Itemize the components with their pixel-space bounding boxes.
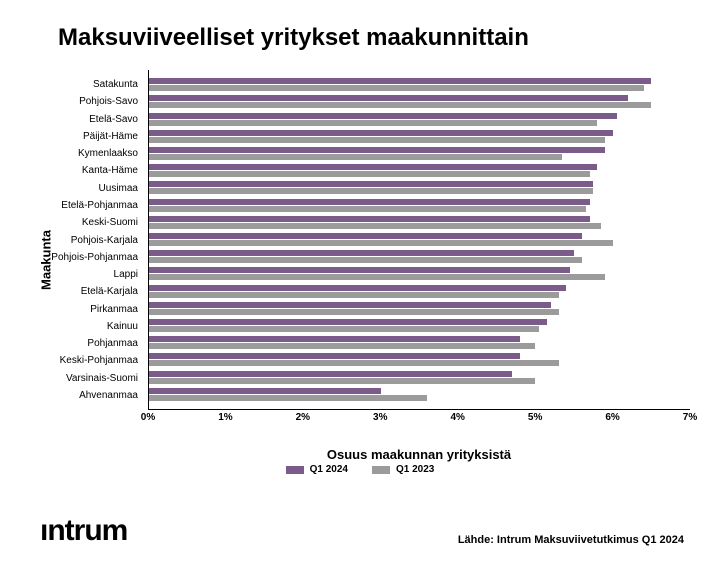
bar-q1-2024	[149, 181, 593, 187]
bar-q1-2024	[149, 147, 605, 153]
legend-label-q1-2023: Q1 2023	[396, 464, 434, 475]
category-label: Keski-Suomi	[30, 214, 144, 231]
bar-q1-2023	[149, 188, 593, 194]
bar-row	[149, 317, 690, 334]
category-label: Pohjois-Savo	[30, 93, 144, 110]
x-axis: 0%1%2%3%4%5%6%7%	[148, 412, 690, 430]
x-tick: 0%	[141, 412, 155, 423]
source-text: Lähde: Intrum Maksuviivetutkimus Q1 2024	[458, 534, 684, 546]
bar-q1-2024	[149, 233, 582, 239]
bar-row	[149, 368, 690, 385]
bar-q1-2024	[149, 302, 551, 308]
plot-area	[148, 70, 690, 410]
bar-row	[149, 231, 690, 248]
x-tick: 7%	[683, 412, 697, 423]
bar-q1-2023	[149, 240, 613, 246]
bar-row	[149, 351, 690, 368]
bar-q1-2023	[149, 309, 559, 315]
bar-row	[149, 145, 690, 162]
bar-row	[149, 196, 690, 213]
bar-q1-2023	[149, 171, 590, 177]
x-tick: 5%	[528, 412, 542, 423]
bar-q1-2024	[149, 371, 512, 377]
x-tick: 4%	[450, 412, 464, 423]
bar-row	[149, 282, 690, 299]
category-label: Lappi	[30, 266, 144, 283]
bar-q1-2024	[149, 130, 613, 136]
bar-q1-2023	[149, 343, 535, 349]
category-label: Etelä-Savo	[30, 111, 144, 128]
category-label: Päijät-Häme	[30, 128, 144, 145]
bar-row	[149, 162, 690, 179]
x-tick: 2%	[296, 412, 310, 423]
bar-q1-2023	[149, 395, 427, 401]
bar-q1-2024	[149, 78, 651, 84]
bar-row	[149, 214, 690, 231]
bar-q1-2024	[149, 285, 566, 291]
category-label: Uusimaa	[30, 180, 144, 197]
bar-q1-2023	[149, 223, 601, 229]
category-label: Etelä-Karjala	[30, 283, 144, 300]
bar-q1-2024	[149, 164, 597, 170]
bar-row	[149, 248, 690, 265]
bar-q1-2023	[149, 292, 559, 298]
category-label: Pohjanmaa	[30, 335, 144, 352]
bar-q1-2023	[149, 274, 605, 280]
category-label: Kymenlaakso	[30, 145, 144, 162]
bar-q1-2023	[149, 102, 651, 108]
bar-q1-2023	[149, 154, 562, 160]
bar-row	[149, 179, 690, 196]
bar-q1-2024	[149, 336, 520, 342]
category-label: Kainuu	[30, 318, 144, 335]
x-tick: 3%	[373, 412, 387, 423]
bar-row	[149, 334, 690, 351]
category-label: Etelä-Pohjanmaa	[30, 197, 144, 214]
bar-row	[149, 128, 690, 145]
category-label: Pohjois-Pohjanmaa	[30, 249, 144, 266]
bar-q1-2023	[149, 326, 539, 332]
bar-q1-2023	[149, 257, 582, 263]
x-tick: 1%	[218, 412, 232, 423]
bar-q1-2023	[149, 378, 535, 384]
bar-q1-2023	[149, 120, 597, 126]
bar-q1-2024	[149, 319, 547, 325]
x-tick: 6%	[605, 412, 619, 423]
category-label: Varsinais-Suomi	[30, 370, 144, 387]
bar-q1-2024	[149, 95, 628, 101]
legend-label-q1-2024: Q1 2024	[310, 464, 348, 475]
bar-q1-2023	[149, 85, 644, 91]
bar-row	[149, 93, 690, 110]
bar-row	[149, 76, 690, 93]
bar-row	[149, 386, 690, 403]
category-label: Ahvenanmaa	[30, 387, 144, 404]
category-label: Pirkanmaa	[30, 300, 144, 317]
brand-logo: ıntrum	[40, 514, 127, 548]
bar-q1-2024	[149, 216, 590, 222]
legend-swatch-q1-2024	[286, 466, 304, 474]
category-label: Pohjois-Karjala	[30, 231, 144, 248]
bar-q1-2023	[149, 206, 586, 212]
bar-q1-2023	[149, 360, 559, 366]
bar-q1-2024	[149, 250, 574, 256]
chart-title: Maksuviiveelliset yritykset maakunnittai…	[58, 24, 529, 52]
x-axis-label: Osuus maakunnan yrityksistä	[148, 447, 690, 462]
bar-q1-2023	[149, 137, 605, 143]
category-labels: SatakuntaPohjois-SavoEtelä-SavoPäijät-Hä…	[30, 70, 144, 410]
bar-row	[149, 300, 690, 317]
legend-swatch-q1-2023	[372, 466, 390, 474]
bar-q1-2024	[149, 199, 590, 205]
category-label: Satakunta	[30, 76, 144, 93]
bar-q1-2024	[149, 353, 520, 359]
bar-q1-2024	[149, 113, 617, 119]
legend: Q1 2024 Q1 2023	[0, 464, 720, 475]
chart: Maakunta SatakuntaPohjois-SavoEtelä-Savo…	[30, 70, 690, 450]
category-label: Keski-Pohjanmaa	[30, 352, 144, 369]
bar-row	[149, 265, 690, 282]
bar-q1-2024	[149, 388, 381, 394]
bar-q1-2024	[149, 267, 570, 273]
legend-item-q1-2024: Q1 2024	[286, 464, 348, 475]
bar-row	[149, 110, 690, 127]
legend-item-q1-2023: Q1 2023	[372, 464, 434, 475]
category-label: Kanta-Häme	[30, 162, 144, 179]
